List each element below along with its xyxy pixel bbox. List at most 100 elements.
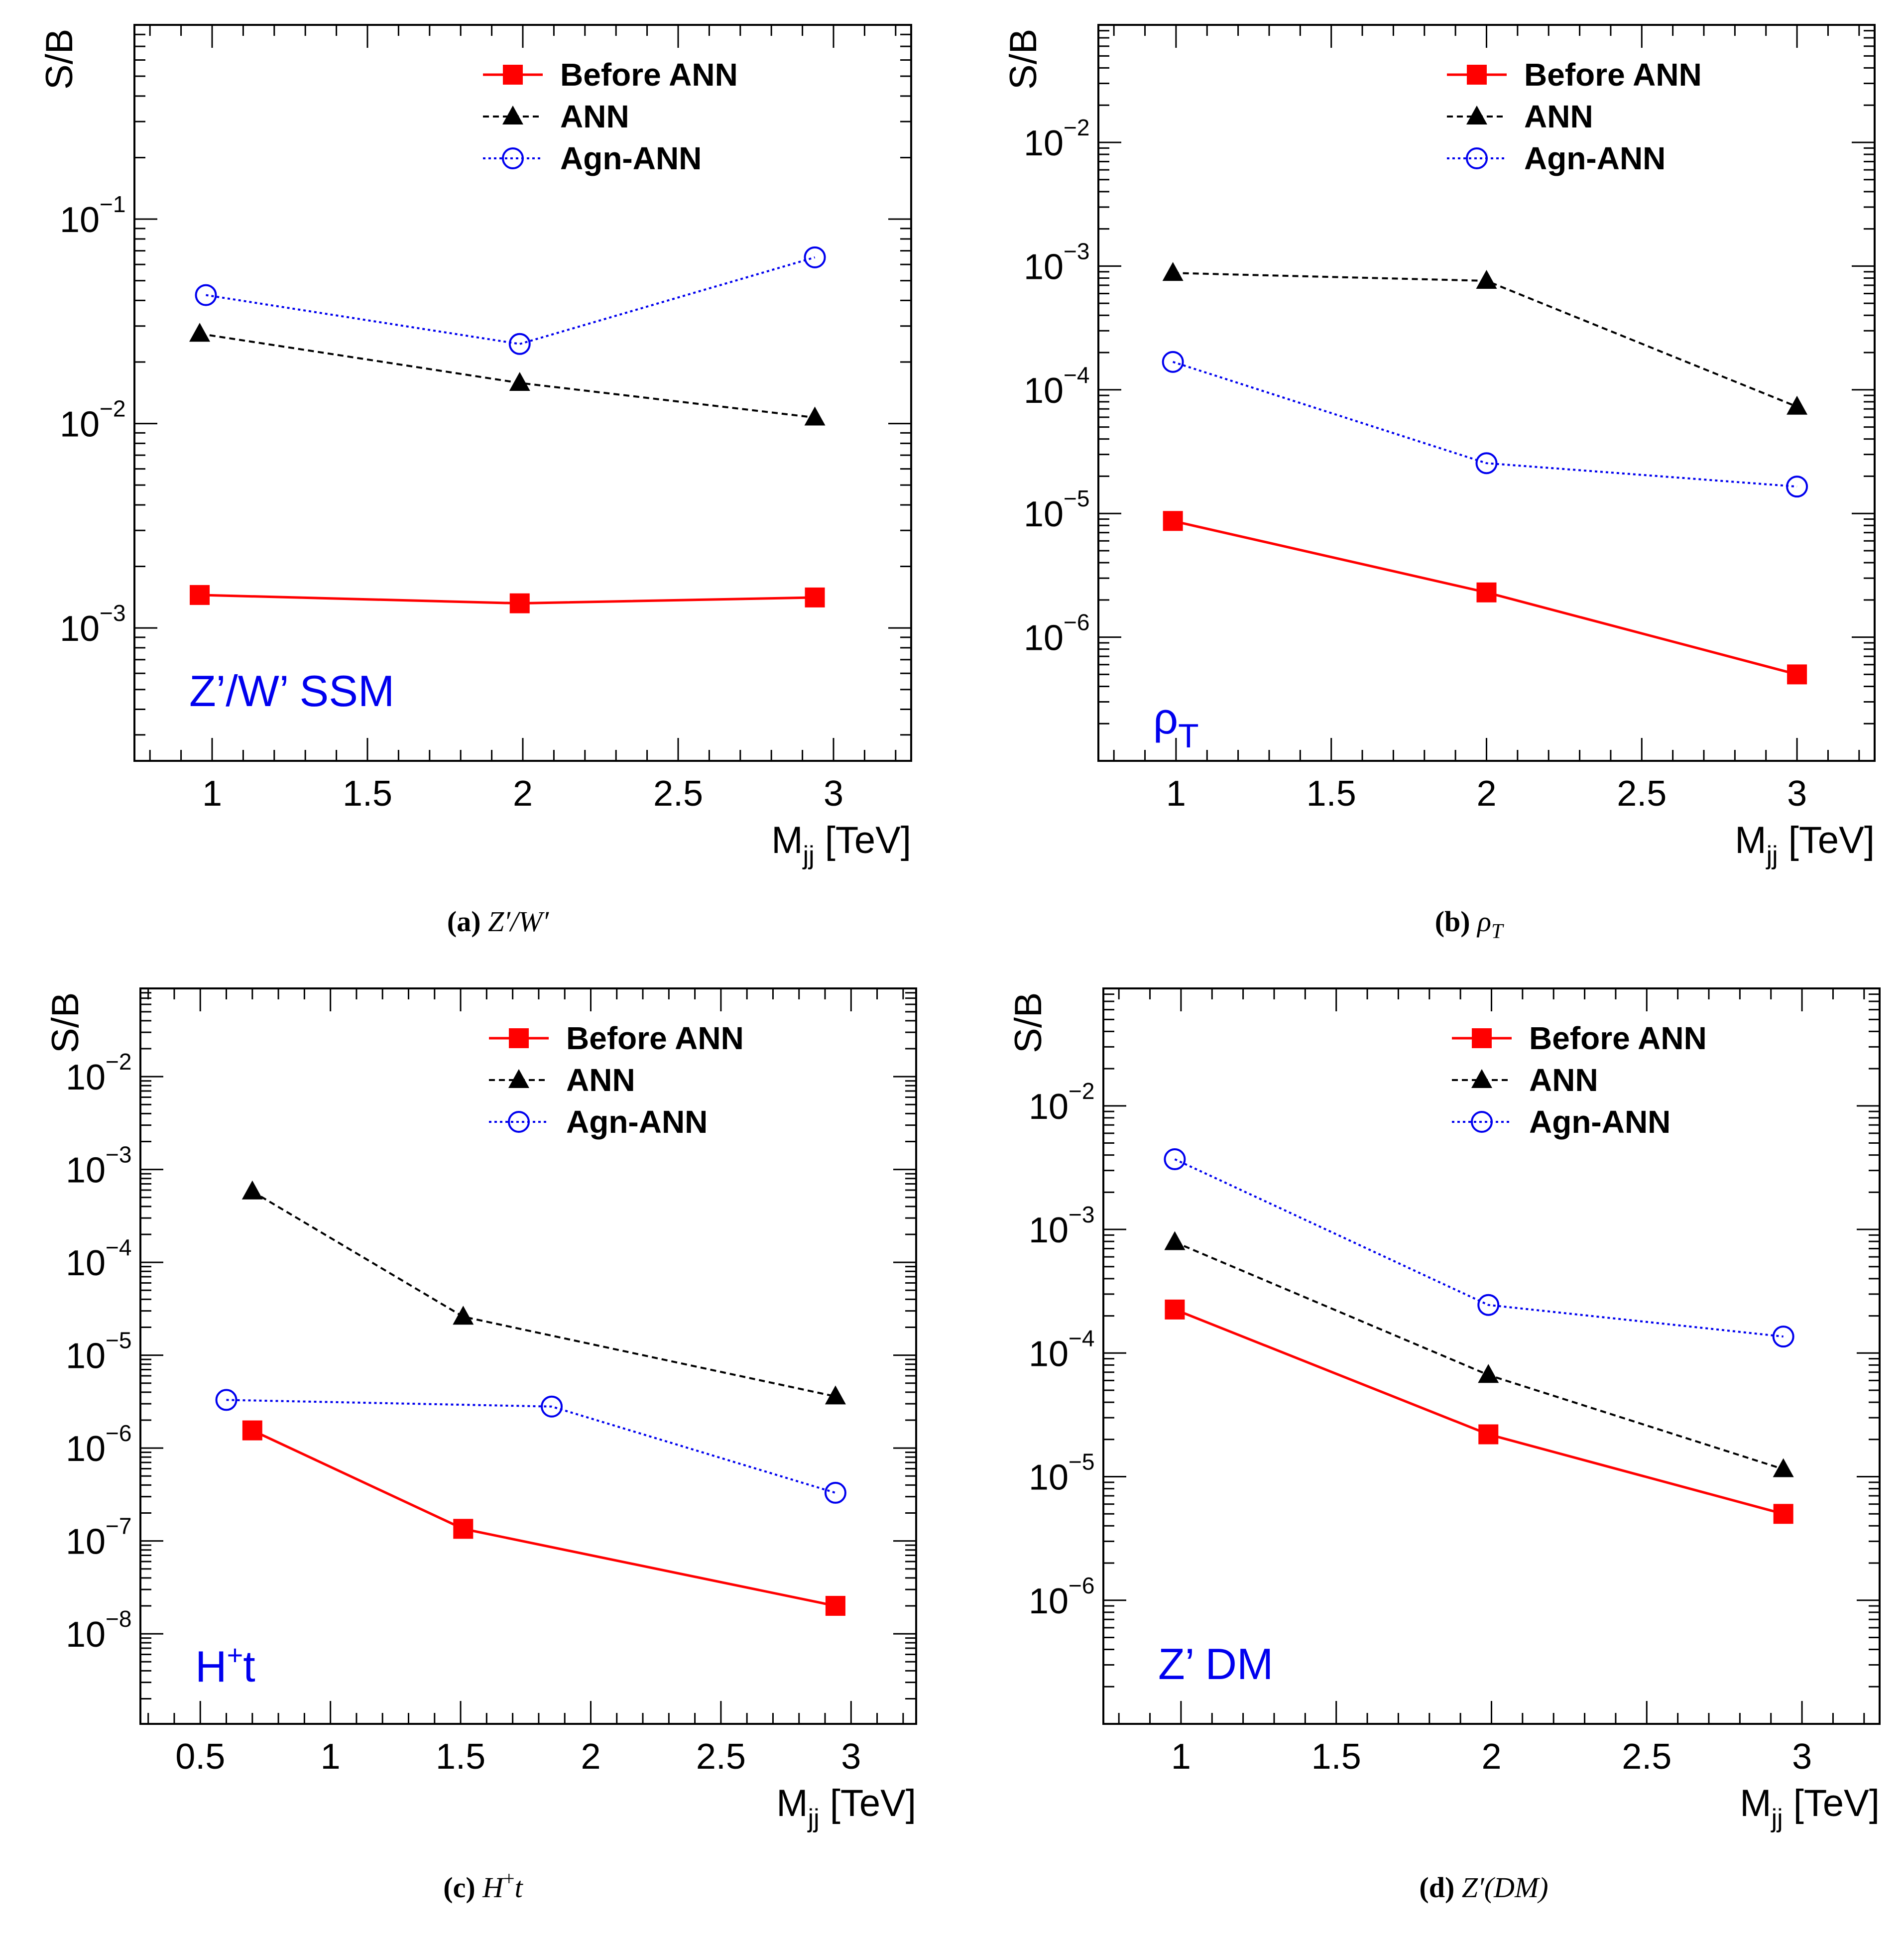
legend-label-ann: ANN: [566, 1062, 635, 1098]
data-point-before: [1773, 1504, 1793, 1524]
x-tick-label: 1: [202, 774, 222, 814]
data-point-before: [805, 587, 825, 607]
data-point-agn: [1786, 476, 1808, 498]
data-point-agn: [195, 284, 217, 306]
legend-label-ann: ANN: [1529, 1062, 1598, 1098]
data-point-before: [453, 1519, 474, 1539]
x-tick-label: 3: [841, 1737, 861, 1777]
plot-frame: [1097, 24, 1876, 762]
signal-label: Z’/W’ SSM: [189, 666, 394, 716]
data-point-ann: [453, 1306, 474, 1325]
legend-label-ann: ANN: [1524, 99, 1593, 134]
data-point-before: [1478, 1424, 1499, 1445]
data-point-agn: [1475, 452, 1498, 475]
legend-marker-before: [509, 1028, 529, 1048]
legend-label-ann: ANN: [560, 99, 629, 134]
legend: Before ANN ANN Agn-ANN: [489, 1020, 744, 1140]
y-axis-title: S/B: [44, 992, 87, 1054]
data-point-agn: [215, 1389, 238, 1411]
y-tick-label: 10: [66, 1429, 106, 1469]
data-point-before: [1165, 1299, 1185, 1320]
y-tick-label: 10: [1024, 494, 1064, 534]
legend-label-before: Before ANN: [1524, 57, 1702, 93]
legend-label-before: Before ANN: [566, 1020, 744, 1056]
x-tick-label: 1.5: [1307, 774, 1356, 814]
series-line-before: [251, 1429, 836, 1607]
x-tick-label: 3: [824, 774, 843, 814]
y-tick-exponent: −5: [1064, 485, 1089, 511]
x-axis-title: Mjj [TeV]: [771, 819, 911, 870]
signal-label: ρT: [1153, 694, 1199, 755]
series-line-agn: [206, 256, 816, 345]
y-tick-label: 10: [1029, 1334, 1069, 1374]
data-point-agn: [541, 1395, 563, 1418]
panel-caption: (a) Z′/W′: [447, 905, 550, 938]
x-tick-label: 1: [1171, 1737, 1191, 1777]
legend-label-before: Before ANN: [1529, 1020, 1707, 1056]
legend-marker-agn: [502, 147, 524, 169]
data-point-before: [1787, 664, 1807, 685]
series-line-before: [1174, 1308, 1784, 1515]
data-point-ann: [804, 406, 826, 426]
plot-frame: [139, 987, 917, 1725]
y-tick-exponent: −8: [106, 1606, 131, 1632]
x-tick-label: 1: [321, 1737, 341, 1777]
series-line-agn: [226, 1399, 836, 1494]
data-point-ann: [1164, 1231, 1186, 1250]
y-tick-exponent: −3: [1069, 1202, 1094, 1227]
y-tick-label: 10: [1024, 371, 1064, 411]
y-axis-title: S/B: [38, 29, 81, 90]
legend-label-before: Before ANN: [560, 57, 738, 93]
data-point-ann: [509, 372, 530, 391]
plot-frame: [1102, 987, 1881, 1725]
y-tick-exponent: −3: [106, 1142, 131, 1168]
legend-marker-ann: [1471, 1069, 1492, 1088]
plot-frame: [133, 24, 912, 762]
data-point-ann: [1773, 1458, 1794, 1477]
y-tick-label: 10: [1029, 1458, 1069, 1498]
data-point-agn: [824, 1481, 846, 1504]
x-tick-label: 1.5: [343, 774, 392, 814]
x-tick-label: 2: [581, 1737, 600, 1777]
legend-label-agn: Agn-ANN: [1529, 1104, 1670, 1140]
y-tick-exponent: −2: [100, 396, 125, 422]
series-line-ann: [251, 1191, 836, 1398]
x-axis-title: Mjj [TeV]: [1735, 819, 1875, 870]
x-axis-title: Mjj [TeV]: [776, 1782, 916, 1833]
y-tick-exponent: −3: [100, 600, 125, 626]
data-point-agn: [1477, 1294, 1500, 1316]
legend-marker-before: [1467, 65, 1487, 85]
data-point-ann: [825, 1385, 846, 1405]
y-tick-exponent: −4: [1064, 362, 1089, 388]
x-tick-label: 2.5: [1617, 774, 1666, 814]
series-line-agn: [1173, 361, 1797, 488]
y-axis-title: S/B: [1007, 992, 1050, 1054]
data-point-ann: [189, 323, 211, 342]
data-point-before: [1476, 582, 1497, 603]
legend: Before ANN ANN Agn-ANN: [1452, 1020, 1707, 1140]
y-tick-label: 10: [1024, 123, 1064, 163]
legend-label-agn: Agn-ANN: [566, 1104, 708, 1140]
data-point-agn: [1164, 1148, 1186, 1171]
data-point-ann: [1476, 269, 1497, 289]
y-tick-exponent: −3: [1064, 238, 1089, 264]
panel-caption: (b) ρT: [1435, 905, 1504, 943]
y-tick-label: 10: [66, 1336, 106, 1376]
legend-marker-agn: [508, 1111, 530, 1133]
y-axis-title: S/B: [1002, 29, 1045, 90]
data-point-before: [825, 1595, 845, 1616]
y-tick-exponent: −4: [106, 1234, 131, 1260]
data-point-agn: [1162, 351, 1184, 373]
data-point-before: [1163, 511, 1183, 531]
data-point-before: [509, 593, 530, 613]
panel-caption: (c) H+t: [443, 1867, 523, 1904]
y-tick-label: 10: [1029, 1211, 1069, 1250]
legend-marker-ann: [508, 1069, 529, 1088]
y-tick-label: 10: [66, 1615, 106, 1655]
y-tick-exponent: −6: [106, 1420, 131, 1446]
y-tick-exponent: −6: [1064, 609, 1089, 635]
data-point-ann: [1478, 1364, 1499, 1383]
